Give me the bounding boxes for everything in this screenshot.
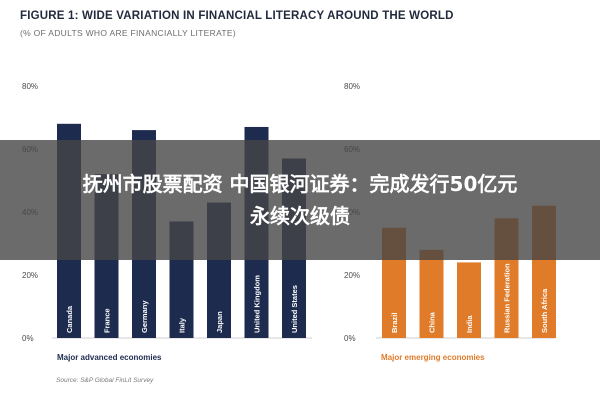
bar: [457, 262, 481, 338]
group-label: Major emerging economies: [381, 353, 485, 362]
y-tick-label: 0%: [22, 334, 34, 343]
headline-line-1: 抚州市股票配资 中国银河证券：完成发行50亿元: [82, 172, 518, 196]
figure-title: FIGURE 1: WIDE VARIATION IN FINANCIAL LI…: [20, 10, 454, 22]
y-tick-label: 80%: [22, 82, 38, 91]
bar-category-label: Japan: [215, 311, 224, 333]
source-note: Source: S&P Global FinLit Survey: [56, 377, 154, 384]
bar-category-label: India: [465, 315, 474, 333]
bar-category-label: Canada: [65, 305, 74, 333]
bar-category-label: South Africa: [540, 288, 549, 333]
bar-category-label: Italy: [178, 317, 187, 333]
figure-subtitle: (% OF ADULTS WHO ARE FINANCIALLY LITERAT…: [20, 28, 237, 38]
group-label: Major advanced economies: [57, 353, 162, 362]
bar-category-label: United States: [290, 285, 299, 333]
y-tick-label: 80%: [344, 82, 360, 91]
bar: [419, 249, 444, 338]
y-tick-label: 0%: [344, 334, 356, 343]
y-tick-label: 20%: [22, 271, 38, 280]
bar-category-label: China: [428, 311, 437, 333]
bar-category-label: Russian Federation: [503, 263, 512, 333]
headline-banner: 抚州市股票配资 中国银河证券：完成发行50亿元 永续次级债: [0, 140, 600, 260]
bar-category-label: United Kingdom: [253, 275, 262, 333]
bar-category-label: Brazil: [390, 313, 399, 333]
y-tick-label: 20%: [344, 271, 360, 280]
bar-category-label: France: [103, 308, 112, 333]
bar-category-label: Germany: [140, 300, 149, 333]
headline-line-2: 永续次级债: [250, 204, 350, 228]
